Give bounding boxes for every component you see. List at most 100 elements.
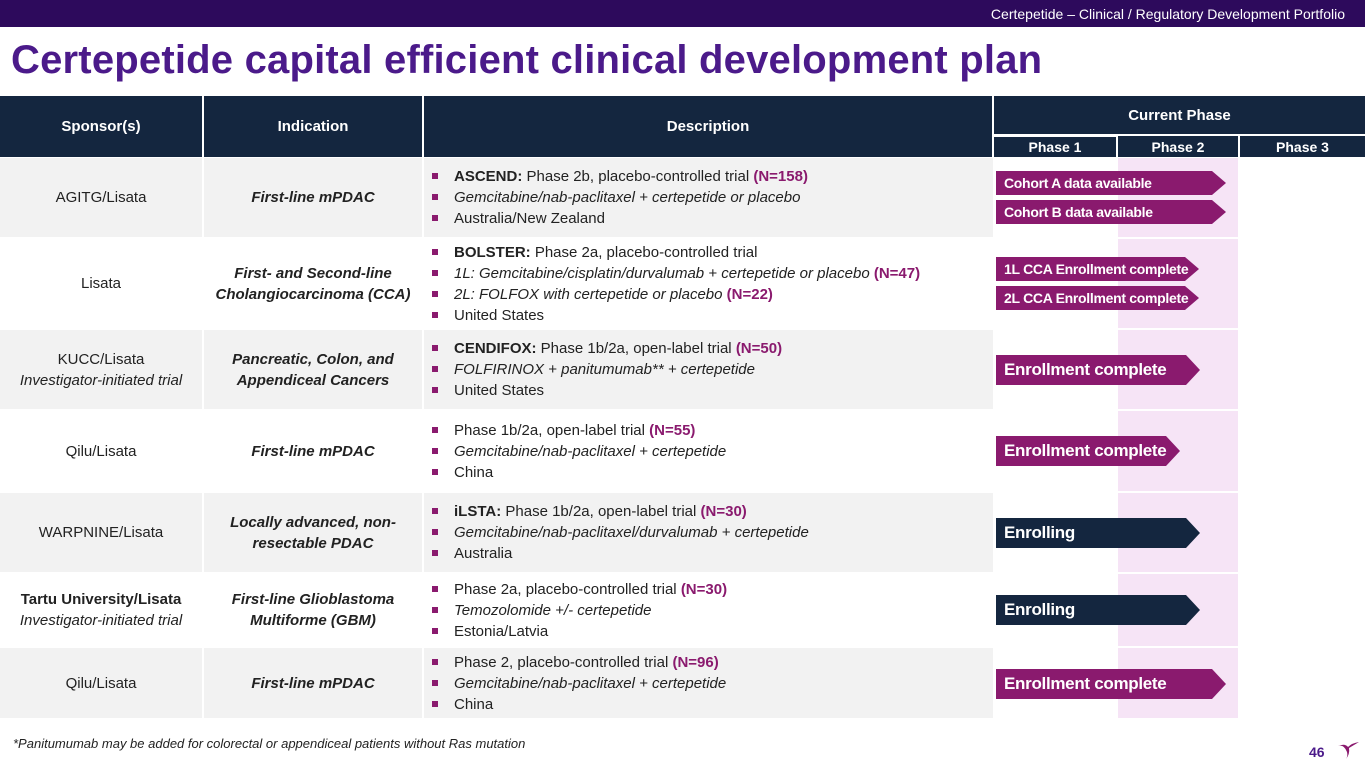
trial-name: iLSTA: (454, 503, 502, 520)
header-sponsor: Sponsor(s) (0, 96, 202, 157)
trial-name: CENDIFOX: (454, 340, 537, 357)
list-item: Gemcitabine/nab-paclitaxel + certepetide (431, 673, 726, 694)
sponsor-name: AGITG/Lisata (55, 189, 147, 206)
indication-cell: First- and Second-line Cholangiocarcinom… (215, 264, 411, 303)
regimen-text: FOLFIRINOX + panitumumab** + certepetide (454, 361, 755, 378)
status-arrow: Enrollment complete (996, 669, 1226, 699)
phase2-cell (1118, 158, 1238, 237)
header-description: Description (424, 96, 992, 157)
description-cell: Phase 1b/2a, open-label trial (N=55) Gem… (424, 411, 993, 491)
location-text: China (454, 463, 494, 481)
list-item: Phase 1b/2a, open-label trial (N=55) (431, 420, 726, 441)
trial-name: BOLSTER: (454, 243, 531, 261)
list-item: Estonia/Latvia (431, 621, 727, 642)
item-text: Phase 1b/2a, open-label trial (501, 503, 701, 520)
location-text: Australia (454, 545, 513, 562)
list-item: 1L: Gemcitabine/cisplatin/durvalumab + c… (431, 263, 921, 284)
table-row: KUCC/Lisata Investigator-initiated trial… (0, 330, 1365, 409)
list-item: United States (431, 305, 920, 326)
sponsor-cell: WARPNINE/Lisata (0, 493, 202, 572)
portfolio-label: Certepetide – Clinical / Regulatory Deve… (990, 5, 1345, 22)
sponsor-name: Qilu/Lisata (65, 442, 137, 460)
sponsor-cell: Tartu University/Lisata Investigator-ini… (0, 574, 202, 646)
sponsor-name: WARPNINE/Lisata (38, 524, 164, 541)
sponsor-note: Investigator-initiated trial (19, 612, 183, 629)
table-row: Tartu University/Lisata Investigator-ini… (0, 574, 1365, 646)
indication-cell: Locally advanced, non-resectable PDAC (204, 493, 422, 572)
description-cell: Phase 2, placebo-controlled trial (N=96)… (424, 648, 993, 718)
phase3-cell (1239, 239, 1365, 328)
header-indication: Indication (204, 96, 422, 157)
regimen-text: Gemcitabine/nab-paclitaxel + certepetide (454, 442, 727, 460)
footnote: *Panitumumab may be added for colorectal… (13, 736, 526, 751)
regimen-text: 1L: Gemcitabine/cisplatin/durvalumab + c… (454, 264, 870, 282)
description-cell: CENDIFOX: Phase 1b/2a, open-label trial … (424, 330, 993, 409)
indication-cell: Pancreatic, Colon, and Appendiceal Cance… (204, 330, 422, 409)
sponsor-name: Tartu University/Lisata (20, 591, 182, 608)
regimen-text: Gemcitabine/nab-paclitaxel + certepetide… (454, 189, 801, 206)
phase1-cell (994, 158, 1117, 237)
list-item: Australia (432, 543, 809, 564)
status-arrow: Cohort A data available (996, 171, 1226, 195)
table-row: AGITG/Lisata First-line mPDAC ASCEND: Ph… (0, 158, 1365, 237)
sponsor-cell: Lisata (0, 239, 202, 328)
list-item: United States (431, 380, 782, 401)
item-text: Phase 2a, placebo-controlled trial (454, 580, 681, 598)
enrollment-count: (N=158) (753, 168, 808, 185)
list-item: Temozolomide +/- certepetide (431, 600, 727, 621)
header-phase-2: Phase 2 (1118, 136, 1238, 157)
list-item: Gemcitabine/nab-paclitaxel/durvalumab + … (432, 522, 809, 543)
list-item: iLSTA: Phase 1b/2a, open-label trial (N=… (432, 501, 809, 522)
header-phase-1: Phase 1 (994, 136, 1116, 157)
table-row: Lisata First- and Second-line Cholangioc… (0, 239, 1365, 328)
status-arrow: 2L CCA Enrollment complete (996, 286, 1199, 310)
location-text: China (454, 695, 494, 713)
regimen-text: Gemcitabine/nab-paclitaxel/durvalumab + … (454, 524, 809, 541)
list-item: 2L: FOLFOX with certepetide or placebo (… (431, 284, 920, 305)
table-row: WARPNINE/Lisata Locally advanced, non-re… (0, 493, 1365, 572)
description-cell: iLSTA: Phase 1b/2a, open-label trial (N=… (424, 493, 993, 572)
item-text: Phase 1b/2a, open-label trial (536, 340, 736, 357)
list-item: Australia/New Zealand (432, 208, 808, 229)
table-row: Qilu/Lisata First-line mPDAC Phase 2, pl… (0, 648, 1365, 718)
regimen-text: 2L: FOLFOX with certepetide or placebo (454, 285, 723, 303)
indication-cell: First-line mPDAC (204, 158, 422, 237)
status-arrow: 1L CCA Enrollment complete (996, 257, 1199, 281)
status-arrow: Enrollment complete (996, 436, 1180, 466)
location-text: United States (454, 306, 545, 324)
list-item: Gemcitabine/nab-paclitaxel + certepetide (431, 441, 727, 462)
list-item: China (431, 694, 726, 715)
list-item: BOLSTER: Phase 2a, placebo-controlled tr… (431, 242, 920, 263)
sponsor-cell: KUCC/Lisata Investigator-initiated trial (0, 330, 202, 409)
sponsor-cell: AGITG/Lisata (0, 158, 202, 237)
phase3-cell (1239, 158, 1365, 237)
description-cell: BOLSTER: Phase 2a, placebo-controlled tr… (424, 239, 993, 328)
sponsor-name: Qilu/Lisata (65, 674, 137, 692)
description-cell: ASCEND: Phase 2b, placebo-controlled tri… (424, 158, 993, 237)
trial-name: ASCEND: (454, 168, 523, 185)
phase3-cell (1239, 493, 1365, 572)
enrollment-count: (N=50) (735, 340, 783, 357)
item-text: Phase 1b/2a, open-label trial (454, 421, 650, 439)
list-item: ASCEND: Phase 2b, placebo-controlled tri… (432, 166, 808, 187)
location-text: United States (454, 382, 545, 399)
indication-cell: First-line mPDAC (204, 648, 422, 718)
list-item: FOLFIRINOX + panitumumab** + certepetide (431, 359, 782, 380)
item-text: Phase 2b, placebo-controlled trial (522, 168, 754, 185)
location-text: Australia/New Zealand (454, 210, 605, 227)
list-item: China (431, 462, 726, 483)
regimen-text: Temozolomide +/- certepetide (454, 601, 652, 619)
item-text: Phase 2, placebo-controlled trial (454, 653, 673, 671)
list-item: Phase 2, placebo-controlled trial (N=96) (431, 652, 726, 673)
indication-cell: First-line Glioblastoma Multiforme (GBM) (231, 591, 395, 629)
enrollment-count: (N=47) (869, 264, 921, 282)
phase2-cell (1118, 239, 1238, 328)
list-item: Phase 2a, placebo-controlled trial (N=30… (431, 579, 728, 600)
enrollment-count: (N=22) (722, 285, 773, 303)
phase3-cell (1239, 648, 1365, 718)
enrollment-count: (N=30) (700, 503, 747, 520)
header-current-phase: Current Phase (994, 96, 1365, 134)
enrollment-count: (N=30) (680, 580, 728, 598)
sponsor-name: KUCC/Lisata (57, 350, 145, 368)
status-arrow: Enrolling (996, 595, 1200, 625)
